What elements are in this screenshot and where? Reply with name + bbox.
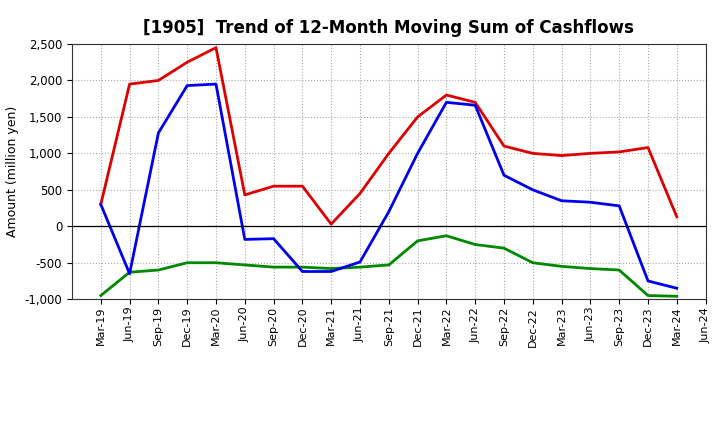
Operating Cashflow <box>557 153 566 158</box>
Operating Cashflow <box>586 151 595 156</box>
Investing Cashflow <box>557 264 566 269</box>
Title: [1905]  Trend of 12-Month Moving Sum of Cashflows: [1905] Trend of 12-Month Moving Sum of C… <box>143 19 634 37</box>
Line: Operating Cashflow: Operating Cashflow <box>101 48 677 224</box>
Free Cashflow <box>96 202 105 207</box>
Investing Cashflow <box>413 238 422 243</box>
Investing Cashflow <box>471 242 480 247</box>
Investing Cashflow <box>154 268 163 273</box>
Free Cashflow <box>644 279 652 284</box>
Free Cashflow <box>212 81 220 87</box>
Free Cashflow <box>269 236 278 241</box>
Investing Cashflow <box>672 293 681 299</box>
Operating Cashflow <box>96 202 105 207</box>
Investing Cashflow <box>586 266 595 271</box>
Free Cashflow <box>240 237 249 242</box>
Operating Cashflow <box>183 59 192 65</box>
Operating Cashflow <box>528 151 537 156</box>
Operating Cashflow <box>500 143 508 149</box>
Free Cashflow <box>615 203 624 209</box>
Operating Cashflow <box>672 214 681 220</box>
Operating Cashflow <box>327 221 336 227</box>
Investing Cashflow <box>327 266 336 271</box>
Free Cashflow <box>442 100 451 105</box>
Investing Cashflow <box>212 260 220 265</box>
Investing Cashflow <box>644 293 652 298</box>
Investing Cashflow <box>615 268 624 273</box>
Investing Cashflow <box>500 246 508 251</box>
Operating Cashflow <box>154 78 163 83</box>
Investing Cashflow <box>269 264 278 270</box>
Operating Cashflow <box>125 81 134 87</box>
Operating Cashflow <box>356 191 364 196</box>
Free Cashflow <box>125 271 134 276</box>
Free Cashflow <box>528 187 537 192</box>
Free Cashflow <box>183 83 192 88</box>
Operating Cashflow <box>442 92 451 98</box>
Operating Cashflow <box>644 145 652 150</box>
Free Cashflow <box>500 172 508 178</box>
Investing Cashflow <box>442 233 451 238</box>
Investing Cashflow <box>384 262 393 268</box>
Free Cashflow <box>298 269 307 274</box>
Investing Cashflow <box>183 260 192 265</box>
Operating Cashflow <box>384 151 393 156</box>
Free Cashflow <box>557 198 566 203</box>
Investing Cashflow <box>298 264 307 270</box>
Free Cashflow <box>586 200 595 205</box>
Investing Cashflow <box>356 264 364 270</box>
Free Cashflow <box>384 209 393 214</box>
Y-axis label: Amount (million yen): Amount (million yen) <box>6 106 19 237</box>
Investing Cashflow <box>96 293 105 298</box>
Line: Free Cashflow: Free Cashflow <box>101 84 677 288</box>
Operating Cashflow <box>413 114 422 120</box>
Free Cashflow <box>413 151 422 156</box>
Investing Cashflow <box>125 270 134 275</box>
Operating Cashflow <box>298 183 307 189</box>
Free Cashflow <box>356 259 364 264</box>
Operating Cashflow <box>615 149 624 154</box>
Free Cashflow <box>154 130 163 136</box>
Operating Cashflow <box>212 45 220 50</box>
Operating Cashflow <box>471 100 480 105</box>
Investing Cashflow <box>240 262 249 268</box>
Free Cashflow <box>327 269 336 274</box>
Operating Cashflow <box>240 192 249 198</box>
Free Cashflow <box>672 286 681 291</box>
Investing Cashflow <box>528 260 537 265</box>
Free Cashflow <box>471 103 480 108</box>
Operating Cashflow <box>269 183 278 189</box>
Line: Investing Cashflow: Investing Cashflow <box>101 236 677 296</box>
